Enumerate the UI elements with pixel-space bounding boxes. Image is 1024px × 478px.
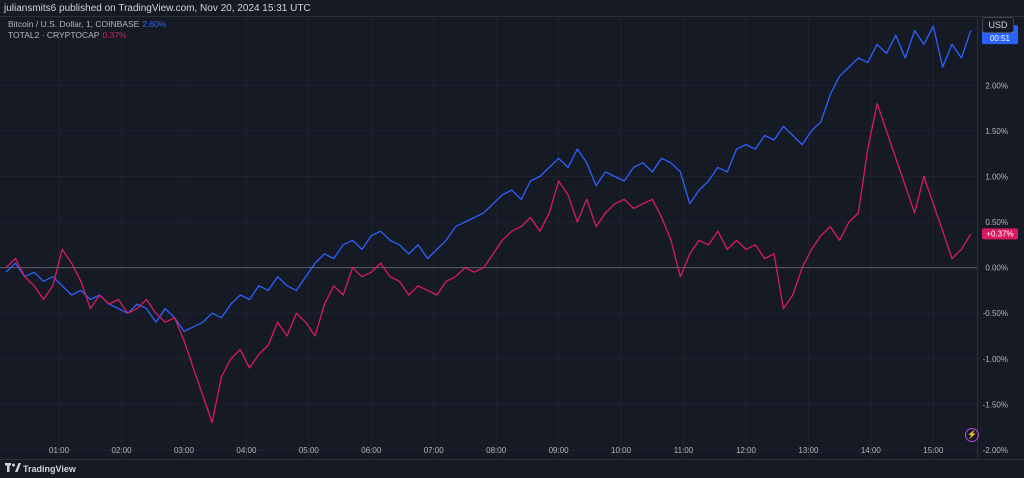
currency-button[interactable]: USD bbox=[982, 17, 1014, 33]
top-bar: juliansmits6 published on TradingView.co… bbox=[0, 0, 1024, 17]
y-tick-label: 0.50% bbox=[985, 218, 1008, 227]
series-line-bitcoin[interactable] bbox=[5, 25, 972, 333]
y-tick-label: -1.50% bbox=[983, 400, 1008, 409]
y-tick-label: 2.00% bbox=[985, 81, 1008, 90]
x-tick-label: 01:00 bbox=[49, 446, 70, 455]
x-tick-label: 09:00 bbox=[549, 446, 570, 455]
x-tick-label: 04:00 bbox=[236, 446, 257, 455]
x-tick-label: 05:00 bbox=[299, 446, 320, 455]
x-tick-label: 12:00 bbox=[736, 446, 757, 455]
last-value-badge-total2: +0.37% bbox=[982, 228, 1018, 240]
x-axis: 01:00 02:00 03:00 04:00 05:00 06:00 07:00 08:00… bbox=[49, 446, 944, 455]
badge-value: +0.37% bbox=[986, 229, 1013, 238]
series-lines bbox=[5, 25, 972, 424]
x-tick-label: 10:00 bbox=[611, 446, 632, 455]
y-tick-label: -1.00% bbox=[983, 355, 1008, 364]
grid-lines bbox=[0, 17, 977, 459]
footer: TradingView bbox=[5, 463, 76, 474]
y-tick-label: -2.00% bbox=[983, 446, 1008, 455]
x-tick-label: 14:00 bbox=[861, 446, 882, 455]
legend-name: Bitcoin / U.S. Dollar, 1, COINBASE bbox=[8, 19, 140, 29]
y-tick-label: 1.00% bbox=[985, 172, 1008, 181]
footer-brand: TradingView bbox=[23, 463, 76, 474]
footer-divider bbox=[0, 459, 1024, 460]
x-tick-label: 02:00 bbox=[112, 446, 133, 455]
x-tick-label: 15:00 bbox=[923, 446, 944, 455]
legend-name: TOTAL2 · CRYPTOCAP bbox=[8, 30, 100, 40]
x-tick-label: 13:00 bbox=[798, 446, 819, 455]
x-tick-label: 06:00 bbox=[361, 446, 382, 455]
legend-item-bitcoin[interactable]: Bitcoin / U.S. Dollar, 1, COINBASE 2.60% bbox=[8, 19, 166, 30]
chart-legend: Bitcoin / U.S. Dollar, 1, COINBASE 2.60% … bbox=[8, 19, 166, 41]
price-axis-divider bbox=[977, 16, 978, 460]
y-tick-label: 1.50% bbox=[985, 127, 1008, 136]
legend-item-total2[interactable]: TOTAL2 · CRYPTOCAP 0.37% bbox=[8, 30, 166, 41]
x-tick-label: 03:00 bbox=[174, 446, 195, 455]
badge-countdown: 00:51 bbox=[990, 34, 1011, 43]
legend-value: 2.60% bbox=[142, 19, 167, 29]
tradingview-logo-icon[interactable] bbox=[5, 463, 21, 474]
x-tick-label: 08:00 bbox=[486, 446, 507, 455]
x-tick-label: 11:00 bbox=[674, 446, 694, 455]
series-line-total2[interactable] bbox=[5, 102, 972, 424]
y-tick-label: -0.50% bbox=[983, 309, 1008, 318]
lightning-icon[interactable]: ⚡ bbox=[965, 428, 979, 442]
publisher-text: juliansmits6 published on TradingView.co… bbox=[4, 3, 311, 14]
legend-value: 0.37% bbox=[102, 30, 127, 40]
y-axis: 2.00% 1.50% 1.00% 0.50% 0.00% -0.50% -1.00% -1.… bbox=[983, 81, 1008, 455]
y-tick-label: 0.00% bbox=[985, 264, 1008, 273]
x-tick-label: 07:00 bbox=[424, 446, 445, 455]
